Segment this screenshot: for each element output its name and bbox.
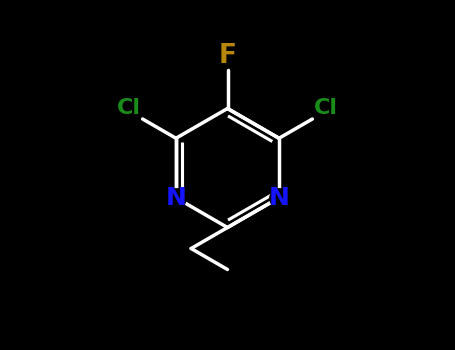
Text: N: N (268, 186, 289, 210)
Text: Cl: Cl (117, 98, 141, 118)
Text: Cl: Cl (314, 98, 338, 118)
Text: N: N (166, 186, 187, 210)
Text: F: F (218, 43, 237, 69)
